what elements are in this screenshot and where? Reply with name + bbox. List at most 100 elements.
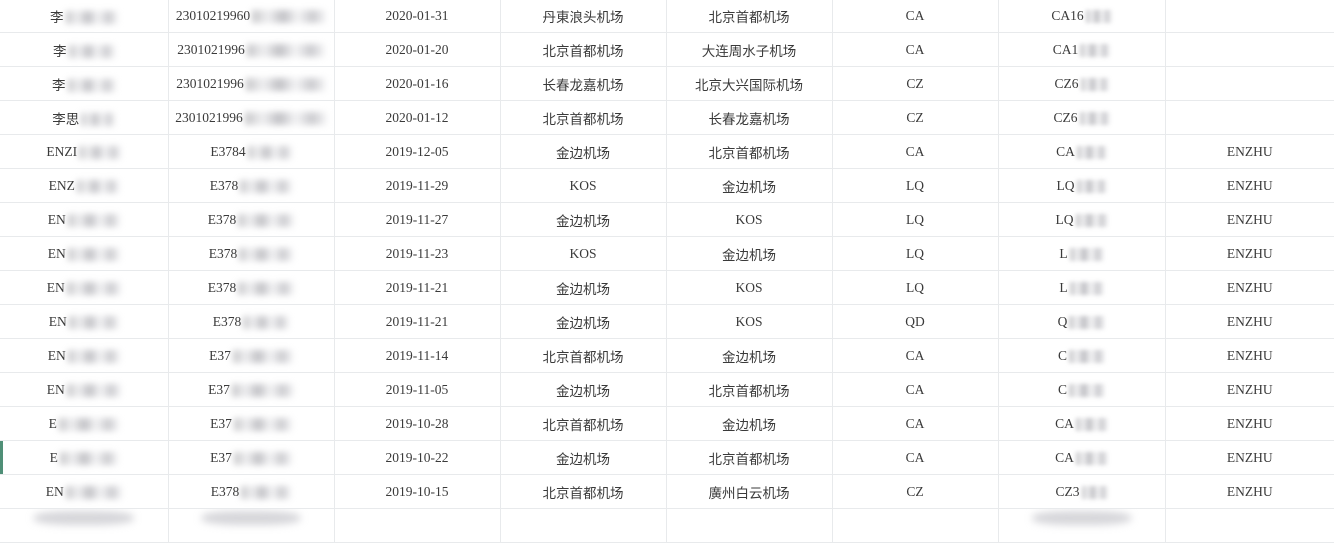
cell-departure[interactable]: 金边机场 [500,202,667,237]
cell-flight[interactable]: L [998,236,1166,271]
cell-name[interactable]: 李 [0,66,169,101]
cell-id[interactable]: 2301021996 [168,100,335,135]
cell-name[interactable]: EN [0,202,169,237]
cell-name[interactable]: EN [0,270,169,305]
cell-name[interactable]: ENZI [0,134,169,169]
cell-id[interactable]: E378 [168,168,335,203]
cell-operator[interactable]: ENZHU [1165,270,1334,305]
cell-departure[interactable]: 北京首都机场 [500,338,667,373]
table-row[interactable]: 李思 2301021996 2020-01-12 北京首都机场 长春龙嘉机场 CZ CZ6 [0,100,1334,135]
cell-arrival[interactable]: 金边机场 [666,236,833,271]
cell-flight[interactable]: CZ3 [998,474,1166,509]
table-row[interactable]: EN E37 2019-11-14 北京首都机场 金边机场 CA C ENZHU [0,338,1334,373]
cell-name[interactable]: EN [0,338,169,373]
cell-name[interactable]: 李 [0,32,169,67]
cell-departure[interactable]: KOS [500,236,667,271]
cell-arrival[interactable]: 长春龙嘉机场 [666,100,833,135]
cell-operator[interactable]: ENZHU [1165,474,1334,509]
cell-departure[interactable]: 北京首都机场 [500,100,667,135]
cell-airline[interactable]: CZ [832,66,999,101]
cell-departure[interactable]: 北京首都机场 [500,32,667,67]
cell-id[interactable]: E378 [168,236,335,271]
cell-flight[interactable]: CA [998,440,1166,475]
cell-date[interactable]: 2019-11-21 [334,304,501,339]
cell-name[interactable]: EN [0,236,169,271]
cell-flight[interactable]: CA [998,134,1166,169]
cell-date[interactable]: 2019-11-29 [334,168,501,203]
cell-airline[interactable]: CA [832,32,999,67]
cell-airline[interactable]: QD [832,304,999,339]
cell-arrival[interactable]: 廣州白云机场 [666,474,833,509]
cell-arrival[interactable]: 金边机场 [666,406,833,441]
cell-name[interactable]: EN [0,372,169,407]
cell-arrival[interactable]: KOS [666,304,833,339]
cell-date[interactable]: 2019-11-27 [334,202,501,237]
cell-operator[interactable] [1165,66,1334,101]
cell-departure[interactable]: 北京首都机场 [500,474,667,509]
cell-arrival[interactable]: 北京首都机场 [666,440,833,475]
cell-flight[interactable]: LQ [998,168,1166,203]
cell-departure[interactable]: 金边机场 [500,440,667,475]
cell-operator[interactable]: ENZHU [1165,406,1334,441]
cell-airline[interactable]: LQ [832,270,999,305]
cell-id[interactable]: E37 [168,406,335,441]
cell-id[interactable]: E37 [168,440,335,475]
cell-airline[interactable]: CA [832,372,999,407]
cell-date[interactable]: 2019-10-28 [334,406,501,441]
cell-date[interactable]: 2020-01-31 [334,0,501,33]
cell-name[interactable]: 李 [0,0,169,33]
cell-name[interactable]: E [0,440,169,475]
cell-departure[interactable]: 北京首都机场 [500,406,667,441]
cell-id[interactable]: E37 [168,372,335,407]
cell-date[interactable]: 2019-11-21 [334,270,501,305]
cell-id[interactable]: E37 [168,338,335,373]
cell-id[interactable]: E378 [168,270,335,305]
cell-id[interactable]: 2301021996 [168,66,335,101]
cell-flight[interactable]: C [998,372,1166,407]
cell-id[interactable]: E3784 [168,134,335,169]
cell-airline[interactable]: CZ [832,100,999,135]
cell-departure[interactable]: 金边机场 [500,270,667,305]
cell-departure[interactable]: 金边机场 [500,134,667,169]
cell-arrival[interactable]: 大连周水子机场 [666,32,833,67]
cell-operator[interactable] [1165,0,1334,33]
cell-departure[interactable]: 丹東浪头机场 [500,0,667,33]
cell-operator[interactable]: ENZHU [1165,372,1334,407]
cell-arrival[interactable]: KOS [666,202,833,237]
cell-airline[interactable]: LQ [832,168,999,203]
cell-flight[interactable]: CA16 [998,0,1166,33]
cell-airline[interactable]: LQ [832,236,999,271]
table-row[interactable]: EN E378 2019-11-27 金边机场 KOS LQ LQ ENZHU [0,202,1334,237]
cell-airline[interactable]: CA [832,0,999,33]
cell-arrival[interactable]: 北京首都机场 [666,134,833,169]
cell-id[interactable]: E378 [168,474,335,509]
cell-airline[interactable]: CA [832,440,999,475]
cell-name[interactable]: EN [0,474,169,509]
cell-date[interactable]: 2020-01-12 [334,100,501,135]
cell-name[interactable]: 李思 [0,100,169,135]
table-row[interactable]: E E37 2019-10-22 金边机场 北京首都机场 CA CA ENZHU [0,440,1334,475]
table-row[interactable]: 李 23010219960 2020-01-31 丹東浪头机场 北京首都机场 CA CA16 [0,0,1334,33]
cell-date[interactable]: 2019-10-22 [334,440,501,475]
table-row[interactable]: E E37 2019-10-28 北京首都机场 金边机场 CA CA ENZHU [0,406,1334,441]
cell-id[interactable]: 2301021996 [168,32,335,67]
table-row[interactable]: ENZ E378 2019-11-29 KOS 金边机场 LQ LQ ENZHU [0,168,1334,203]
cell-operator[interactable]: ENZHU [1165,134,1334,169]
cell-flight[interactable]: C [998,338,1166,373]
cell-id[interactable]: E378 [168,202,335,237]
cell-name[interactable]: EN [0,304,169,339]
cell-departure[interactable]: KOS [500,168,667,203]
cell-flight[interactable]: CZ6 [998,100,1166,135]
cell-airline[interactable]: CA [832,338,999,373]
cell-arrival[interactable]: KOS [666,270,833,305]
cell-airline[interactable]: CA [832,406,999,441]
cell-arrival[interactable]: 北京首都机场 [666,0,833,33]
table-row[interactable]: EN E378 2019-11-21 金边机场 KOS LQ L ENZHU [0,270,1334,305]
cell-name[interactable]: E [0,406,169,441]
cell-airline[interactable]: CA [832,134,999,169]
cell-flight[interactable]: CZ6 [998,66,1166,101]
cell-date[interactable]: 2019-11-05 [334,372,501,407]
cell-date[interactable]: 2019-11-14 [334,338,501,373]
cell-departure[interactable]: 金边机场 [500,304,667,339]
